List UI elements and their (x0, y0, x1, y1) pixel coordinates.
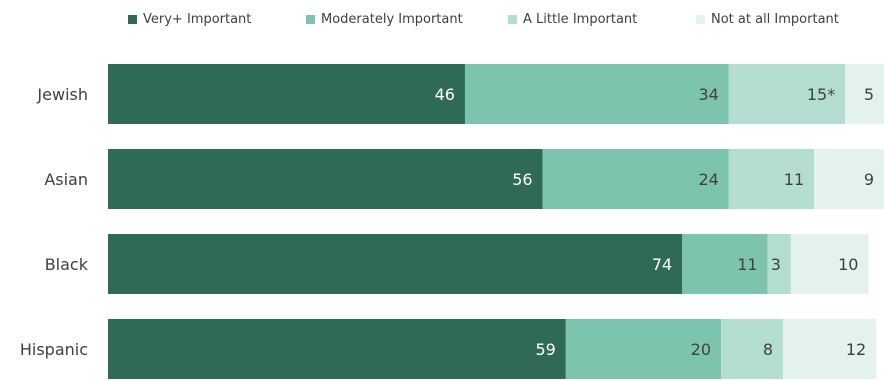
bar-asian-very-important (108, 149, 543, 209)
data-label-jewish-very-important: 46 (435, 85, 455, 104)
legend-item-very-important: Very+ Important (128, 12, 251, 27)
legend-label-very-important: Very+ Important (143, 12, 252, 27)
legend-item-moderately-important: Moderately Important (306, 12, 463, 27)
bar-black-a-little-important (767, 234, 791, 294)
bar-hispanic-not-at-all-important (783, 319, 877, 379)
category-label-black: Black (45, 255, 89, 274)
data-label-hispanic-not-at-all-important: 12 (846, 340, 866, 359)
legend-label-not-at-all-important: Not at all Important (711, 12, 839, 27)
bar-hispanic-a-little-important (721, 319, 784, 379)
data-label-jewish-a-little-important: 15* (807, 85, 835, 104)
data-label-jewish-not-at-all-important: 5 (864, 85, 874, 104)
legend-swatch-moderately-important (306, 15, 315, 24)
category-label-hispanic: Hispanic (20, 340, 88, 359)
data-label-hispanic-very-important: 59 (535, 340, 555, 359)
bar-asian-moderately-important (542, 149, 729, 209)
legend-label-moderately-important: Moderately Important (321, 12, 463, 27)
data-label-black-moderately-important: 11 (737, 255, 757, 274)
data-label-jewish-moderately-important: 34 (698, 85, 718, 104)
bar-black-very-important (108, 234, 683, 294)
bar-hispanic-moderately-important (565, 319, 722, 379)
bar-jewish-moderately-important (464, 64, 729, 124)
data-label-asian-moderately-important: 24 (698, 170, 718, 189)
data-label-asian-very-important: 56 (512, 170, 532, 189)
data-label-black-very-important: 74 (652, 255, 672, 274)
legend-swatch-a-little-important (508, 15, 517, 24)
legend-item-a-little-important: A Little Important (508, 12, 637, 27)
legend-item-not-at-all-important: Not at all Important (696, 12, 839, 27)
data-label-asian-not-at-all-important: 9 (864, 170, 874, 189)
category-label-jewish: Jewish (36, 85, 88, 104)
data-label-asian-a-little-important: 11 (784, 170, 804, 189)
legend-swatch-not-at-all-important (696, 15, 705, 24)
category-label-asian: Asian (44, 170, 88, 189)
bar-hispanic-very-important (108, 319, 566, 379)
bar-jewish-very-important (108, 64, 465, 124)
data-label-hispanic-moderately-important: 20 (691, 340, 711, 359)
bar-asian-not-at-all-important (814, 149, 884, 209)
data-label-black-a-little-important: 3 (771, 255, 781, 274)
bar-jewish-not-at-all-important (845, 64, 884, 124)
data-label-hispanic-a-little-important: 8 (763, 340, 773, 359)
legend-swatch-very-important (128, 15, 137, 24)
bar-black-moderately-important (682, 234, 768, 294)
data-label-black-not-at-all-important: 10 (838, 255, 858, 274)
bar-jewish-a-little-important (728, 64, 846, 124)
bar-black-not-at-all-important (790, 234, 869, 294)
bar-asian-a-little-important (728, 149, 815, 209)
legend-label-a-little-important: A Little Important (523, 12, 638, 27)
